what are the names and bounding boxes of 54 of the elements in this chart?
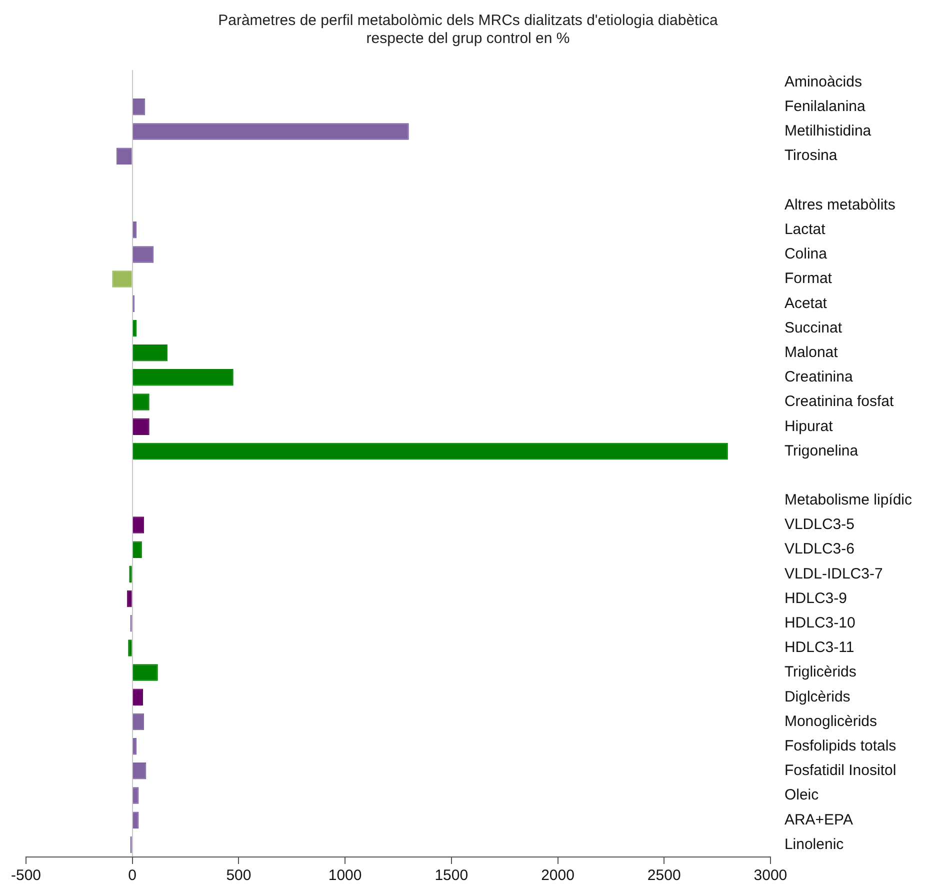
bar <box>132 320 137 337</box>
x-tick-label: 0 <box>128 867 137 884</box>
bar <box>132 369 234 386</box>
y-tick-label: Creatinina <box>784 368 854 386</box>
y-tick-label: VLDLC3-6 <box>784 540 854 558</box>
y-tick-label: Colina <box>784 246 828 263</box>
y-tick-label: Creatinina fosfat <box>784 393 895 410</box>
y-tick-label: Tirosina <box>784 147 838 164</box>
y-tick-label: Lactat <box>784 221 826 238</box>
x-tick-label: 1000 <box>328 867 362 884</box>
y-tick-label: Oleic <box>784 786 820 804</box>
x-tick-label: 2000 <box>541 867 574 884</box>
y-tick-label: Metabolisme lipídic <box>784 492 912 509</box>
y-tick-label: Altres metabòlits <box>784 196 896 214</box>
y-tick-label: Linolenic <box>784 836 844 853</box>
bar <box>132 812 139 828</box>
bar <box>132 738 137 755</box>
bar <box>132 246 154 263</box>
text: Paràmetres de perfil metabolòmic dels MRCs dialitzats d'etiologia diabètica <box>218 12 718 30</box>
bar <box>128 640 132 656</box>
y-tick-label: Malonat <box>784 344 839 361</box>
x-tick-label: 1500 <box>434 867 468 884</box>
y-tick-label: Hipurat <box>784 418 834 435</box>
bar <box>132 222 137 238</box>
y-tick-label: Fenilalanina <box>784 98 866 116</box>
bar <box>132 664 158 681</box>
bar <box>132 123 409 140</box>
y-tick-label: Trigonelina <box>784 442 859 460</box>
y-tick-label: Succinat <box>784 319 843 336</box>
y-tick-label: Fosfatidil Inositol <box>784 762 896 780</box>
x-tick-label: 2500 <box>647 867 681 884</box>
x-tick-label: -500 <box>10 867 42 884</box>
y-tick-label: Fosfolipids totals <box>784 737 896 754</box>
y-tick-label: VLDL-IDLC3-7 <box>784 565 883 582</box>
y-tick-label: Diglcèrids <box>784 688 850 706</box>
bar <box>132 787 139 804</box>
bar <box>132 541 142 558</box>
y-tick-label: Acetat <box>784 294 828 312</box>
y-tick-label: HDLC3-9 <box>784 590 847 607</box>
y-tick-label: VLDLC3-5 <box>784 516 854 534</box>
y-tick-label: Triglicèrids <box>784 664 856 681</box>
y-tick-label: HDLC3-11 <box>784 639 854 656</box>
text: respecte del grup control en % <box>366 30 570 48</box>
y-tick-label: HDLC3-10 <box>784 614 856 632</box>
bar <box>132 344 168 362</box>
y-tick-label: ARA+EPA <box>784 811 853 828</box>
bar <box>132 442 728 460</box>
x-tick-label: 500 <box>226 867 252 884</box>
y-tick-label: Aminoàcids <box>784 73 862 90</box>
y-tick-label: Metilhistidina <box>784 122 872 140</box>
y-tick-label: Monoglicèrids <box>784 712 877 730</box>
y-tick-label: Format <box>784 270 833 288</box>
bar <box>127 590 132 608</box>
x-tick-label: 3000 <box>754 867 788 884</box>
